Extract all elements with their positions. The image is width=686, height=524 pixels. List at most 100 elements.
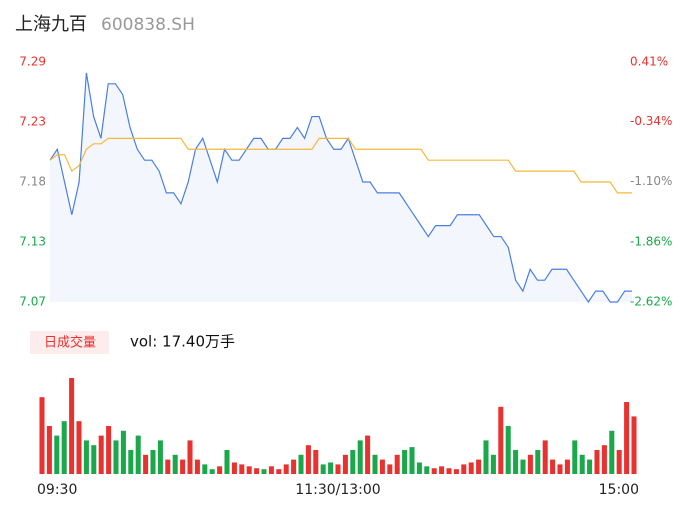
y2-tick-label: -1.10% <box>630 174 672 188</box>
y-tick-label: 7.29 <box>19 55 46 69</box>
volume-bar <box>387 464 393 474</box>
volume-bar <box>409 447 415 474</box>
volume-bar <box>187 440 193 474</box>
volume-bar <box>246 466 252 474</box>
volume-bar <box>76 421 82 474</box>
volume-bar <box>291 459 297 474</box>
volume-label: 日成交量 <box>44 335 96 351</box>
volume-bar <box>46 426 52 474</box>
volume-bar <box>69 378 75 474</box>
volume-bar <box>483 440 489 474</box>
volume-bar <box>194 459 200 474</box>
volume-bar <box>98 435 104 474</box>
x-tick-label: 11:30/13:00 <box>295 482 380 498</box>
volume-bar <box>498 406 504 474</box>
volume-bar <box>254 468 260 474</box>
volume-bar <box>357 440 363 474</box>
volume-bar <box>313 450 319 474</box>
volume-bar <box>305 445 311 474</box>
volume-bar <box>490 454 496 474</box>
volume-bar <box>431 468 437 474</box>
volume-bar <box>527 454 533 474</box>
volume-bar <box>180 459 186 474</box>
y2-tick-label: -0.34% <box>630 114 672 128</box>
y-tick-label: 7.13 <box>19 235 46 249</box>
volume-bar <box>209 469 215 474</box>
volume-bar <box>113 440 119 474</box>
volume-bar <box>261 469 267 474</box>
price-area <box>50 72 632 302</box>
price-line <box>49 72 632 304</box>
volume-bar <box>165 459 171 474</box>
volume-bar <box>594 450 600 474</box>
volume-bar <box>453 469 459 474</box>
volume-bar <box>61 421 67 474</box>
volume-bar <box>572 440 578 474</box>
volume-bar <box>468 462 474 474</box>
volume-bar <box>601 445 607 474</box>
volume-annotation: vol: 17.40万手 <box>130 333 235 351</box>
volume-bar <box>394 454 400 474</box>
volume-bar <box>557 464 563 474</box>
volume-bar <box>335 464 341 474</box>
y-tick-label: 7.07 <box>19 295 46 309</box>
volume-bar <box>587 459 593 474</box>
volume-bar <box>365 435 371 474</box>
volume-bar <box>106 426 112 474</box>
volume-bar <box>350 450 356 474</box>
volume-bar <box>542 440 548 474</box>
volume-bar <box>342 454 348 474</box>
volume-bar <box>143 454 149 474</box>
volume-bar <box>91 445 97 474</box>
volume-bar <box>564 459 570 474</box>
volume-bar <box>616 450 622 474</box>
volume-bar <box>505 426 511 474</box>
volume-bar <box>83 440 89 474</box>
volume-bar <box>320 464 326 474</box>
volume-bar <box>231 462 237 474</box>
average-line <box>49 137 632 194</box>
volume-label-box <box>30 331 109 354</box>
volume-bar <box>120 430 126 474</box>
y2-tick-label: -1.86% <box>630 234 672 248</box>
volume-bar <box>461 464 467 474</box>
volume-bar <box>609 430 615 474</box>
y-tick-label: 7.23 <box>19 115 46 129</box>
volume-bar <box>128 450 134 474</box>
volume-bar <box>520 459 526 474</box>
y-tick-label: 7.18 <box>19 175 46 189</box>
volume-bar <box>535 450 541 474</box>
volume-bar <box>550 459 556 474</box>
volume-bar <box>157 440 163 474</box>
volume-bar <box>54 435 60 474</box>
volume-bar <box>402 450 408 474</box>
y2-tick-label: -2.62% <box>630 295 672 309</box>
volume-bar <box>379 459 385 474</box>
volume-bar <box>424 466 430 474</box>
volume-bar <box>202 464 208 474</box>
volume-bar <box>446 468 452 474</box>
volume-bar <box>579 454 585 474</box>
x-tick-label: 15:00 <box>599 482 639 498</box>
volume-bar <box>372 454 378 474</box>
y2-tick-label: 0.41% <box>630 55 668 69</box>
volume-bar <box>439 466 445 474</box>
volume-bar <box>624 402 630 474</box>
volume-bar <box>224 450 230 474</box>
stock-code: 600838.SH <box>101 15 195 35</box>
stock-name: 上海九百 <box>15 14 87 35</box>
volume-bar <box>631 416 637 474</box>
volume-bar <box>39 397 45 474</box>
volume-bar <box>276 469 282 474</box>
volume-bar <box>239 464 245 474</box>
volume-bar <box>476 459 482 474</box>
volume-bar <box>513 450 519 474</box>
volume-bar <box>172 454 178 474</box>
x-tick-label: 09:30 <box>37 482 77 498</box>
volume-bar <box>283 464 289 474</box>
volume-bar <box>298 454 304 474</box>
volume-bar <box>268 466 274 474</box>
volume-bar <box>328 462 334 474</box>
volume-bar <box>416 462 422 474</box>
